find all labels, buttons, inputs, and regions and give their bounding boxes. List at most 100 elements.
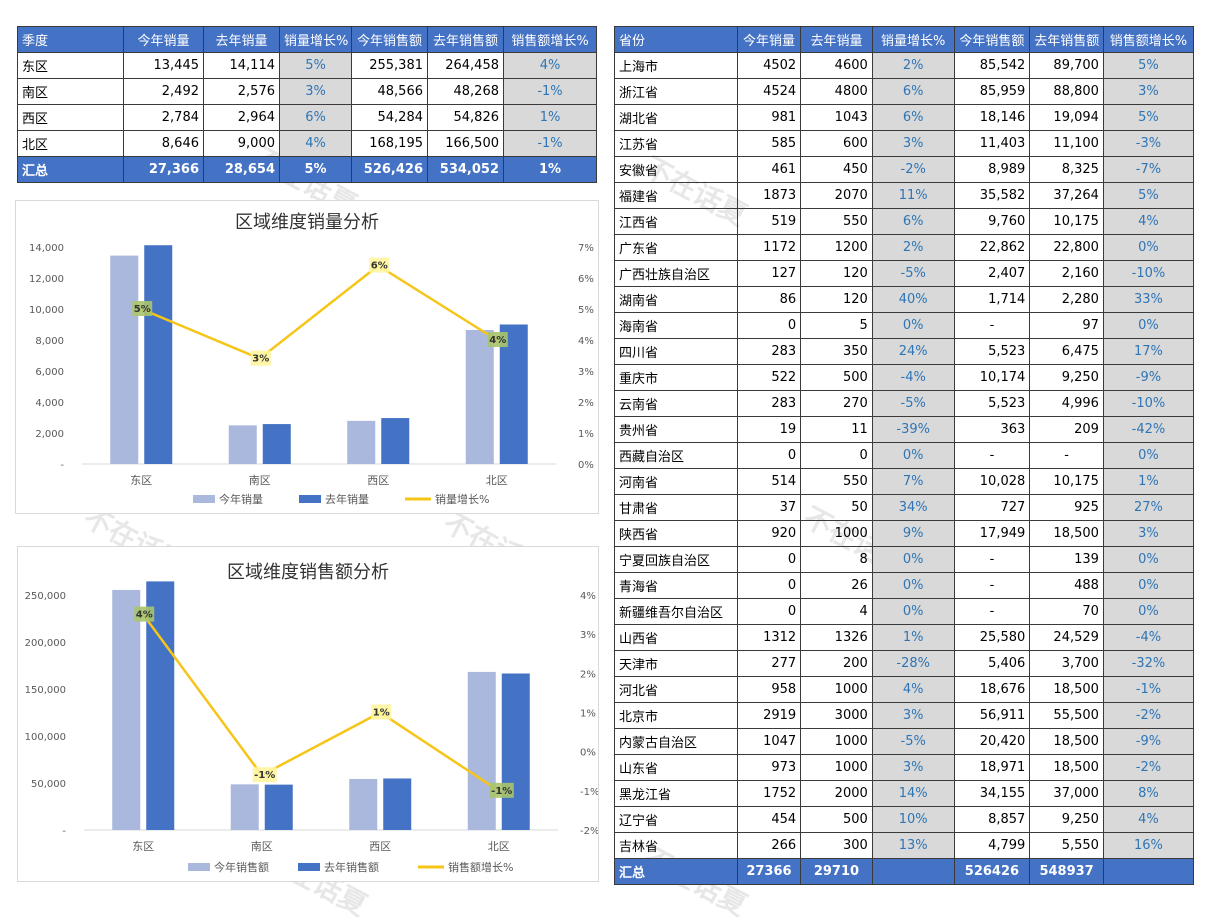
table-cell: 9,000: [203, 130, 280, 157]
total-row: 汇总 27366 29710 526426 548937: [614, 858, 1195, 885]
table-cell: 168,195: [351, 130, 428, 157]
table-cell: 264,458: [427, 52, 504, 79]
table-cell: 南区: [17, 78, 124, 105]
table-row: 湖北省 981 1043 6% 18,146 19,094 5%: [614, 104, 1195, 131]
x-tick-label: 南区: [251, 840, 273, 853]
bar: [146, 581, 175, 830]
legend-label: 销售额增长%: [448, 860, 513, 874]
table-row: 陕西省 920 1000 9% 17,949 18,500 3%: [614, 520, 1195, 547]
table-cell: 88,800: [1029, 78, 1104, 105]
table-cell: 10,175: [1029, 468, 1104, 495]
table-cell: 1043: [800, 104, 873, 131]
table-cell: 10,174: [953, 364, 1031, 391]
table-cell: 2%: [871, 234, 955, 261]
table-cell: 8,857: [953, 806, 1031, 833]
table-cell: 6%: [871, 104, 955, 131]
data-label: 1%: [371, 704, 392, 720]
table-cell: 2,576: [203, 78, 280, 105]
table-cell: 北京市: [614, 702, 738, 729]
table-cell: 上海市: [614, 52, 738, 79]
legend-swatch: [298, 863, 320, 871]
table-cell: 600: [800, 130, 873, 157]
table-cell: 33%: [1102, 286, 1195, 313]
table-cell: 85,959: [953, 78, 1031, 105]
y2-tick-label: 4%: [580, 591, 596, 602]
table-cell: -1%: [1102, 676, 1195, 703]
table-cell: 11,100: [1029, 130, 1104, 157]
table-cell: 4502: [736, 52, 802, 79]
table-row: 吉林省 266 300 13% 4,799 5,550 16%: [614, 832, 1195, 859]
table-cell: 内蒙古自治区: [614, 728, 738, 755]
y2-tick-label: 2%: [580, 669, 596, 680]
table-cell: 3,700: [1029, 650, 1104, 677]
table-row: 重庆市 522 500 -4% 10,174 9,250 -9%: [614, 364, 1195, 391]
province-detail-table: 省份 今年销量 去年销量 销量增长% 今年销售额 去年销售额 销售额增长% 上海市 4502 4…: [614, 26, 1195, 885]
data-label-text: 4%: [489, 335, 506, 346]
table-cell: 200: [800, 650, 873, 677]
table-cell: 5,523: [953, 338, 1031, 365]
table-cell: 0: [736, 572, 802, 599]
table-row: 西藏自治区 0 0 0% - -0%: [614, 442, 1195, 469]
x-tick-label: 西区: [367, 474, 389, 487]
table-cell: 500: [800, 364, 873, 391]
table-cell: 19: [736, 416, 802, 443]
table-cell: 5,550: [1029, 832, 1104, 859]
table-cell: 0%: [871, 598, 955, 625]
y-tick-label: 10,000: [29, 305, 64, 316]
table-cell: 27%: [1102, 494, 1195, 521]
column-header: 去年销量: [800, 26, 873, 53]
table-row: 新疆维吾尔自治区 0 4 0% -70 0%: [614, 598, 1195, 625]
table-cell: 920: [736, 520, 802, 547]
bar: [264, 784, 293, 830]
table-cell: -32%: [1102, 650, 1195, 677]
table-cell: 河北省: [614, 676, 738, 703]
bar: [499, 324, 528, 464]
data-label-text: 4%: [136, 610, 153, 621]
data-label-bg: [252, 767, 277, 783]
table-cell: 2,280: [1029, 286, 1104, 313]
table-cell: 1000: [800, 520, 873, 547]
table-cell: 29710: [800, 858, 873, 885]
table-cell: 安徽省: [614, 156, 738, 183]
table-cell: 56,911: [953, 702, 1031, 729]
table-row: 广东省 1172 1200 2% 22,862 22,800 0%: [614, 234, 1195, 261]
table-cell: 727: [953, 494, 1031, 521]
table-cell: 四川省: [614, 338, 738, 365]
table-cell: 4: [800, 598, 873, 625]
data-label-text: 3%: [252, 354, 269, 365]
data-label: 3%: [250, 350, 271, 366]
table-cell: 4%: [1102, 208, 1195, 235]
table-cell: 浙江省: [614, 78, 738, 105]
table-cell: 6,475: [1029, 338, 1104, 365]
table-cell: 0: [736, 546, 802, 573]
table-cell: 89,700: [1029, 52, 1104, 79]
y-tick-label: 14,000: [29, 243, 64, 254]
table-cell: 2,407: [953, 260, 1031, 287]
table-cell: 10,175: [1029, 208, 1104, 235]
table-cell: 9,250: [1029, 806, 1104, 833]
region-summary-table: 季度 今年销量 去年销量 销量增长% 今年销售额 去年销售额 销售额增长% 东区 13,445…: [17, 26, 597, 183]
y-tick-label: 150,000: [25, 685, 66, 696]
table-cell: -5%: [871, 260, 955, 287]
y2-tick-label: -2%: [580, 826, 598, 837]
table-cell: 34,155: [953, 780, 1031, 807]
table-cell: 0%: [871, 546, 955, 573]
y-tick-label: 250,000: [25, 591, 66, 602]
table-row: 山东省 973 1000 3% 18,971 18,500 -2%: [614, 754, 1195, 781]
table-cell: 8,989: [953, 156, 1031, 183]
table-cell: 8,325: [1029, 156, 1104, 183]
table-row: 甘肃省 37 50 34% 727 925 27%: [614, 494, 1195, 521]
column-header: 销售额增长%: [1102, 26, 1195, 53]
table-cell: 127: [736, 260, 802, 287]
table-row: 河北省 958 1000 4% 18,676 18,500 -1%: [614, 676, 1195, 703]
table-cell: 18,500: [1029, 728, 1104, 755]
table-cell: 0%: [1102, 312, 1195, 339]
table-cell: 526,426: [351, 156, 428, 183]
table-cell: 139: [1029, 546, 1104, 573]
table-row: 西区 2,784 2,964 6% 54,284 54,826 1%: [17, 104, 597, 131]
table-row: 福建省 1873 2070 11% 35,582 37,264 5%: [614, 182, 1195, 209]
table-cell: 48,268: [427, 78, 504, 105]
x-tick-label: 北区: [486, 474, 508, 487]
series-line: [142, 613, 500, 792]
table-cell: 85,542: [953, 52, 1031, 79]
